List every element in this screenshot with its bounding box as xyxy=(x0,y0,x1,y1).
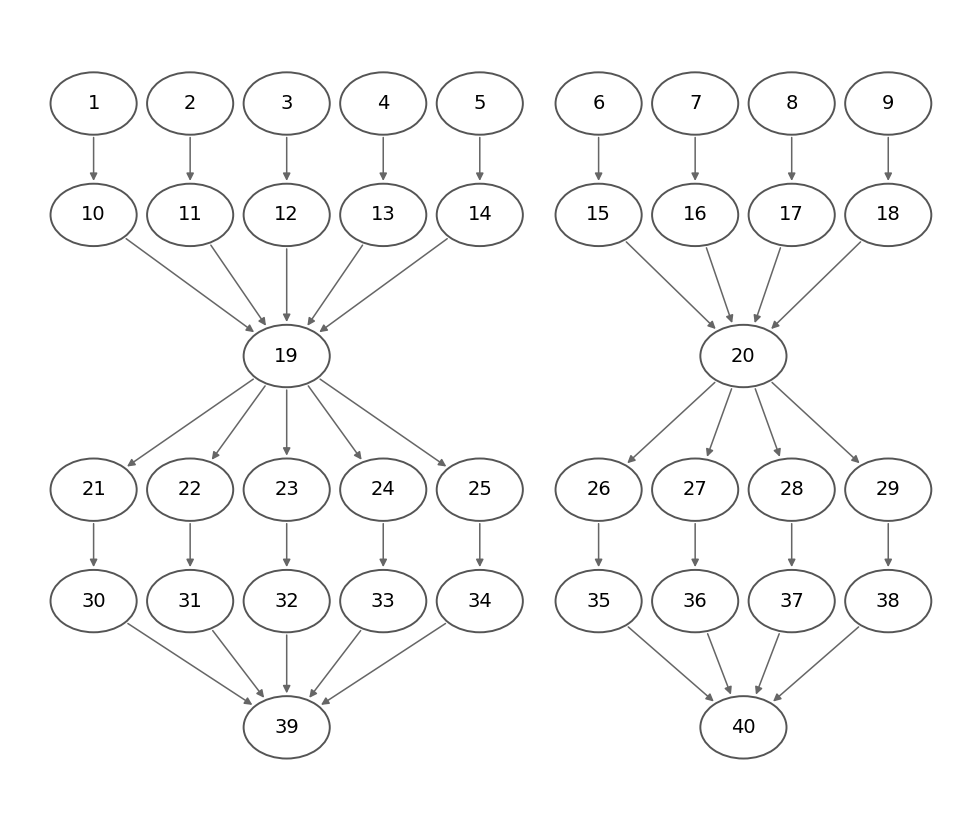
Text: 12: 12 xyxy=(275,206,299,224)
Ellipse shape xyxy=(555,184,642,246)
Text: 15: 15 xyxy=(586,206,611,224)
Ellipse shape xyxy=(748,570,835,632)
Ellipse shape xyxy=(437,73,523,135)
Ellipse shape xyxy=(845,73,931,135)
Ellipse shape xyxy=(340,73,426,135)
Text: 21: 21 xyxy=(81,480,106,499)
Text: 4: 4 xyxy=(377,94,390,113)
Ellipse shape xyxy=(652,459,738,521)
Text: 31: 31 xyxy=(178,592,202,610)
Text: 28: 28 xyxy=(779,480,805,499)
Ellipse shape xyxy=(555,73,642,135)
Text: 5: 5 xyxy=(474,94,486,113)
Text: 10: 10 xyxy=(81,206,106,224)
Text: 9: 9 xyxy=(882,94,894,113)
Ellipse shape xyxy=(340,184,426,246)
Text: 24: 24 xyxy=(371,480,396,499)
Text: 23: 23 xyxy=(275,480,299,499)
Ellipse shape xyxy=(437,184,523,246)
Ellipse shape xyxy=(50,459,136,521)
Text: 13: 13 xyxy=(371,206,396,224)
Ellipse shape xyxy=(652,570,738,632)
Ellipse shape xyxy=(652,184,738,246)
Text: 20: 20 xyxy=(731,347,756,366)
Ellipse shape xyxy=(700,696,786,759)
Ellipse shape xyxy=(50,184,136,246)
Text: 33: 33 xyxy=(371,592,396,610)
Ellipse shape xyxy=(147,459,233,521)
Ellipse shape xyxy=(340,459,426,521)
Text: 39: 39 xyxy=(275,718,299,737)
Ellipse shape xyxy=(437,459,523,521)
Text: 27: 27 xyxy=(683,480,708,499)
Ellipse shape xyxy=(147,184,233,246)
Text: 34: 34 xyxy=(467,592,492,610)
Ellipse shape xyxy=(652,73,738,135)
Ellipse shape xyxy=(244,696,330,759)
Text: 14: 14 xyxy=(467,206,492,224)
Text: 18: 18 xyxy=(876,206,900,224)
Text: 26: 26 xyxy=(586,480,611,499)
Ellipse shape xyxy=(748,459,835,521)
Ellipse shape xyxy=(845,570,931,632)
Ellipse shape xyxy=(748,184,835,246)
Text: 17: 17 xyxy=(779,206,805,224)
Text: 38: 38 xyxy=(876,592,900,610)
Text: 3: 3 xyxy=(280,94,293,113)
Ellipse shape xyxy=(845,459,931,521)
Text: 19: 19 xyxy=(275,347,299,366)
Ellipse shape xyxy=(700,325,786,388)
Text: 36: 36 xyxy=(683,592,708,610)
Text: 11: 11 xyxy=(178,206,202,224)
Text: 7: 7 xyxy=(689,94,701,113)
Text: 22: 22 xyxy=(178,480,202,499)
Ellipse shape xyxy=(748,73,835,135)
Ellipse shape xyxy=(147,73,233,135)
Ellipse shape xyxy=(50,73,136,135)
Text: 40: 40 xyxy=(731,718,756,737)
Text: 25: 25 xyxy=(467,480,492,499)
Ellipse shape xyxy=(244,459,330,521)
Text: 32: 32 xyxy=(275,592,299,610)
Text: 35: 35 xyxy=(586,592,611,610)
Text: 37: 37 xyxy=(779,592,805,610)
Text: 6: 6 xyxy=(593,94,604,113)
Ellipse shape xyxy=(244,570,330,632)
Ellipse shape xyxy=(244,184,330,246)
Text: 29: 29 xyxy=(876,480,900,499)
Ellipse shape xyxy=(555,570,642,632)
Text: 2: 2 xyxy=(184,94,196,113)
Text: 16: 16 xyxy=(683,206,708,224)
Ellipse shape xyxy=(244,325,330,388)
Ellipse shape xyxy=(845,184,931,246)
Ellipse shape xyxy=(437,570,523,632)
Text: 1: 1 xyxy=(87,94,100,113)
Text: 8: 8 xyxy=(785,94,798,113)
Text: 30: 30 xyxy=(81,592,106,610)
Ellipse shape xyxy=(555,459,642,521)
Ellipse shape xyxy=(147,570,233,632)
Ellipse shape xyxy=(50,570,136,632)
Ellipse shape xyxy=(340,570,426,632)
Ellipse shape xyxy=(244,73,330,135)
